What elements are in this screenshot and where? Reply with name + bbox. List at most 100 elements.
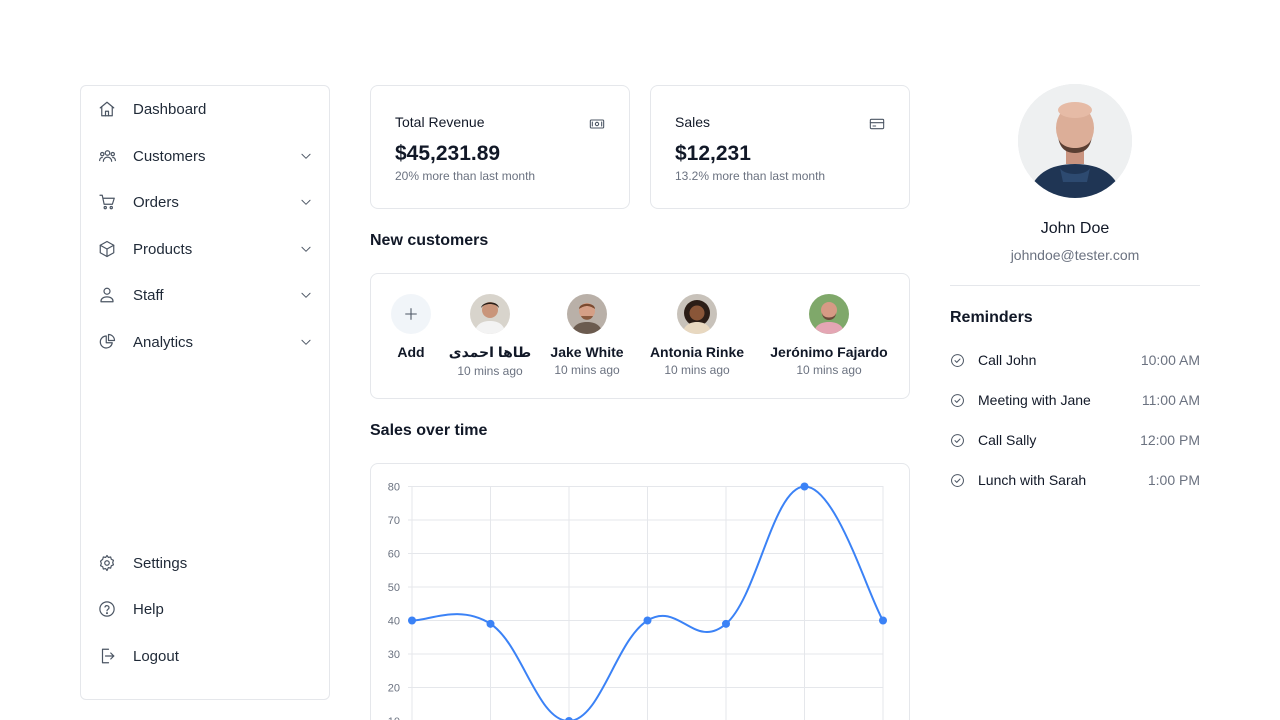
reminder-time: 1:00 PM — [1147, 472, 1200, 488]
reminder-text: Call Sally — [978, 432, 1037, 448]
box-icon — [97, 239, 117, 259]
y-tick-label: 40 — [388, 616, 400, 628]
profile-name: John Doe — [1040, 220, 1110, 237]
y-tick-label: 30 — [388, 649, 400, 661]
sidebar-item-logout[interactable]: Logout — [81, 636, 329, 676]
reminder-time: 12:00 PM — [1140, 432, 1200, 448]
sidebar-item-customers[interactable]: Customers — [81, 136, 329, 176]
users-icon — [97, 146, 117, 166]
avatar — [809, 294, 849, 334]
data-point — [408, 616, 416, 625]
customer-name: طاها احمدی — [448, 344, 532, 360]
customer-name: Jerónimo Fajardo — [770, 344, 888, 360]
y-tick-label: 20 — [388, 683, 400, 695]
stat-card-sales: Sales $12,231 13.2% more than last month — [650, 85, 910, 209]
reminders-title: Reminders — [950, 309, 1033, 326]
check-circle-icon — [951, 473, 964, 487]
profile-avatar[interactable] — [1018, 84, 1132, 198]
sales-chart-title: Sales over time — [370, 422, 488, 439]
data-point — [643, 616, 652, 625]
help-circle-icon — [97, 599, 117, 619]
gear-icon — [97, 553, 117, 573]
reminder-item[interactable]: Call Sally 12:00 PM — [950, 429, 1200, 451]
avatar — [677, 294, 717, 334]
sidebar-item-label: Orders — [133, 193, 179, 211]
sidebar-item-label: Staff — [133, 286, 164, 304]
y-tick-label: 50 — [388, 582, 400, 594]
chevron-down-icon — [301, 153, 311, 159]
reminder-text: Meeting with Jane — [978, 392, 1091, 408]
chevron-down-icon — [301, 339, 311, 345]
money-icon — [589, 119, 605, 129]
check-circle-icon — [951, 433, 964, 447]
plus-icon — [405, 308, 417, 320]
customer-item[interactable]: Jerónimo Fajardo 10 mins ago — [767, 294, 891, 377]
y-tick-label: 60 — [388, 549, 400, 561]
sidebar: Dashboard Customers Orders Products Staf… — [80, 85, 330, 700]
add-customer-circle[interactable] — [391, 294, 431, 334]
customer-item[interactable]: طاها احمدی 10 mins ago — [449, 294, 531, 378]
credit-card-icon — [869, 118, 885, 130]
reminder-item[interactable]: Lunch with Sarah 1:00 PM — [950, 469, 1200, 491]
sidebar-item-dashboard[interactable]: Dashboard — [81, 89, 329, 129]
customer-time: 10 mins ago — [457, 364, 523, 378]
customer-name: Jake White — [550, 344, 624, 360]
sidebar-item-analytics[interactable]: Analytics — [81, 322, 329, 362]
customer-name: Antonia Rinke — [649, 344, 745, 360]
avatar — [470, 294, 510, 334]
avatar — [567, 294, 607, 334]
sidebar-item-label: Dashboard — [133, 100, 207, 118]
new-customers-title: New customers — [370, 232, 489, 249]
stat-subtext: 20% more than last month — [395, 169, 536, 183]
chevron-down-icon — [301, 246, 311, 252]
stat-value: $45,231.89 — [395, 142, 501, 165]
add-customer-button[interactable]: Add — [391, 294, 431, 360]
stat-title: Sales — [675, 114, 711, 130]
stat-title: Total Revenue — [395, 114, 485, 130]
sidebar-item-label: Logout — [133, 647, 179, 665]
reminder-item[interactable]: Meeting with Jane 11:00 AM — [950, 389, 1200, 411]
divider — [950, 285, 1200, 286]
y-tick-label: 70 — [388, 515, 400, 527]
add-label: Add — [397, 344, 425, 360]
profile-email: johndoe@tester.com — [1010, 247, 1140, 263]
reminder-text: Call John — [978, 352, 1037, 368]
sidebar-item-staff[interactable]: Staff — [81, 275, 329, 315]
check-circle-icon — [951, 393, 964, 407]
sidebar-item-help[interactable]: Help — [81, 589, 329, 629]
sidebar-item-label: Analytics — [133, 333, 194, 351]
data-point — [722, 619, 730, 628]
chevron-down-icon — [301, 292, 311, 298]
check-circle-icon — [951, 353, 964, 367]
sidebar-item-label: Products — [133, 240, 193, 258]
sidebar-item-label: Customers — [133, 147, 206, 165]
data-point — [486, 619, 495, 628]
chevron-down-icon — [301, 199, 311, 205]
sidebar-item-label: Help — [133, 600, 164, 618]
stat-value: $12,231 — [675, 142, 751, 165]
sidebar-item-products[interactable]: Products — [81, 229, 329, 269]
sidebar-item-orders[interactable]: Orders — [81, 182, 329, 222]
y-tick-label: 10 — [388, 716, 400, 720]
data-point — [879, 616, 887, 625]
reminder-time: 11:00 AM — [1141, 392, 1200, 408]
sidebar-item-label: Settings — [133, 554, 188, 572]
pie-chart-icon — [97, 332, 117, 352]
data-point — [565, 717, 573, 720]
stat-subtext: 13.2% more than last month — [675, 169, 826, 183]
reminder-time: 10:00 AM — [1140, 352, 1200, 368]
sidebar-item-settings[interactable]: Settings — [81, 543, 329, 583]
data-point — [800, 482, 809, 491]
user-icon — [97, 285, 117, 305]
y-tick-label: 80 — [388, 482, 400, 494]
home-icon — [97, 99, 117, 119]
customer-item[interactable]: Jake White 10 mins ago — [547, 294, 627, 377]
logout-icon — [97, 646, 117, 666]
customer-item[interactable]: Antonia Rinke 10 mins ago — [647, 294, 747, 377]
customer-time: 10 mins ago — [554, 363, 620, 377]
cart-icon — [97, 192, 117, 212]
customer-time: 10 mins ago — [796, 363, 862, 377]
reminder-item[interactable]: Call John 10:00 AM — [950, 349, 1200, 371]
reminder-text: Lunch with Sarah — [978, 472, 1087, 488]
new-customers-card: Add طاها احمدی 10 mins ago Jake White 10… — [370, 273, 910, 399]
